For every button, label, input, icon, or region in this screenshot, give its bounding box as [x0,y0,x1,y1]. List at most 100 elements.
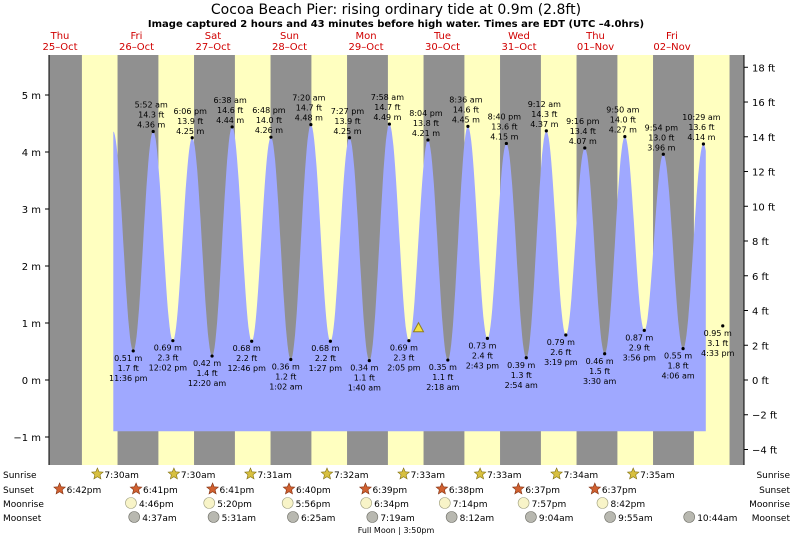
low-tide-time: 11:36 pm [109,374,148,383]
low-tide-ft: 2.9 ft [629,343,650,352]
moonrise-time: 5:20pm [217,500,252,510]
low-tide-ft: 3.1 ft [707,339,728,348]
high-tide-time: 6:48 pm [252,106,286,115]
high-tide-ft: 13.9 ft [334,117,360,126]
high-tide-m: 4.25 m [333,127,361,136]
sunset-icon [53,482,67,495]
sunrise-time: 7:33am [411,471,446,481]
high-tide-m: 4.48 m [295,114,323,123]
y-right-tick-label: −4 ft [752,445,777,456]
tide-point [485,336,490,340]
moon-phase-label: Full Moon | 3:50pm [358,526,435,535]
tide-point [407,339,411,343]
low-tide-ft: 2.2 ft [236,354,257,363]
y-right-tick-label: 16 ft [752,98,775,109]
row-label-left: Moonrise [3,500,44,510]
moonrise-time: 7:14pm [453,500,488,510]
tide-point [701,142,706,146]
sunrise-time: 7:32am [334,471,369,481]
low-tide-m: 0.73 m [468,341,496,350]
high-tide-ft: 14.7 ft [296,104,322,113]
moonrise-time: 4:46pm [139,500,174,510]
sunset-time: 6:41pm [143,486,178,496]
tide-point [661,152,665,156]
night-band [49,55,82,465]
moonrise-icon [360,497,372,509]
moonset-time: 9:55am [618,514,653,524]
sunrise-icon [626,467,640,480]
sunrise-time: 7:34am [564,471,599,481]
sunrise-icon [90,467,104,480]
low-tide-ft: 2.3 ft [157,354,178,363]
low-tide-time: 2:43 pm [466,361,500,370]
high-tide-m: 4.37 m [530,120,558,129]
y-left-tick-label: 2 m [22,262,41,273]
chart-title: Cocoa Beach Pier: rising ordinary tide a… [211,2,581,18]
low-tide-time: 4:06 am [661,372,694,381]
day-name-label: Thu [50,31,70,42]
day-name-label: Mon [355,31,376,42]
tide-point [446,358,450,362]
chart-subtitle: Image captured 2 hours and 43 minutes be… [148,19,644,30]
low-tide-m: 0.42 m [193,359,221,368]
tide-point [524,356,528,360]
high-tide-ft: 14.3 ft [531,110,557,119]
day-date-label: 26–Oct [119,42,154,53]
current-tide-marker [412,321,425,333]
moonset-icon [525,511,537,523]
high-tide-time: 7:27 pm [331,107,365,116]
tide-area [113,124,706,432]
low-tide-m: 0.95 m [704,329,732,338]
sunset-time: 6:41pm [220,486,255,496]
low-tide-m: 0.68 m [233,344,261,353]
low-tide-time: 1:02 am [269,382,302,391]
tide-point [623,135,627,139]
high-tide-m: 4.36 m [137,120,165,129]
low-tide-m: 0.68 m [311,344,339,353]
high-tide-ft: 14.3 ft [138,110,164,119]
low-tide-m: 0.46 m [586,357,614,366]
moonrise-icon [281,497,294,509]
day-date-label: 01–Nov [577,42,614,53]
y-right-tick-label: 12 ft [752,168,775,179]
low-tide-m: 0.34 m [350,364,378,373]
y-left-tick-label: 5 m [22,91,41,102]
sunset-icon [435,482,449,495]
high-tide-time: 9:50 am [606,106,639,115]
low-tide-m: 0.35 m [429,363,457,372]
tide-point [190,136,194,140]
low-tide-time: 3:19 pm [544,358,578,367]
low-tide-ft: 1.2 ft [275,372,296,381]
moonrise-icon [203,497,216,509]
moonset-icon [604,511,616,523]
tide-point [583,146,587,150]
night-band [729,55,744,465]
high-tide-time: 9:16 pm [566,117,600,126]
y-right-tick-label: 18 ft [752,63,775,74]
moonset-icon [287,511,299,523]
high-tide-ft: 14.0 ft [256,116,282,125]
sunrise-time: 7:35am [640,471,675,481]
y-right-tick-label: 14 ft [752,133,775,144]
day-name-label: Fri [666,31,678,42]
high-tide-time: 5:52 am [135,100,168,109]
sunset-time: 6:39pm [372,486,407,496]
high-tide-ft: 14.6 ft [217,106,243,115]
tide-point [367,359,371,363]
high-tide-ft: 13.8 ft [413,119,439,128]
day-name-label: Tue [433,31,451,42]
sunset-icon [511,482,525,495]
sunset-icon [588,482,602,495]
low-tide-m: 0.55 m [664,352,692,361]
moonset-icon [128,511,141,523]
high-tide-m: 4.26 m [255,126,283,135]
day-name-label: Fri [131,31,143,42]
high-tide-ft: 13.9 ft [177,117,203,126]
tide-point [387,122,391,126]
sunset-time: 6:38pm [449,486,484,496]
tide-point [171,339,175,343]
moonrise-time: 6:34pm [374,500,409,510]
low-tide-time: 3:56 pm [623,353,657,362]
moonset-time: 6:25am [301,514,336,524]
